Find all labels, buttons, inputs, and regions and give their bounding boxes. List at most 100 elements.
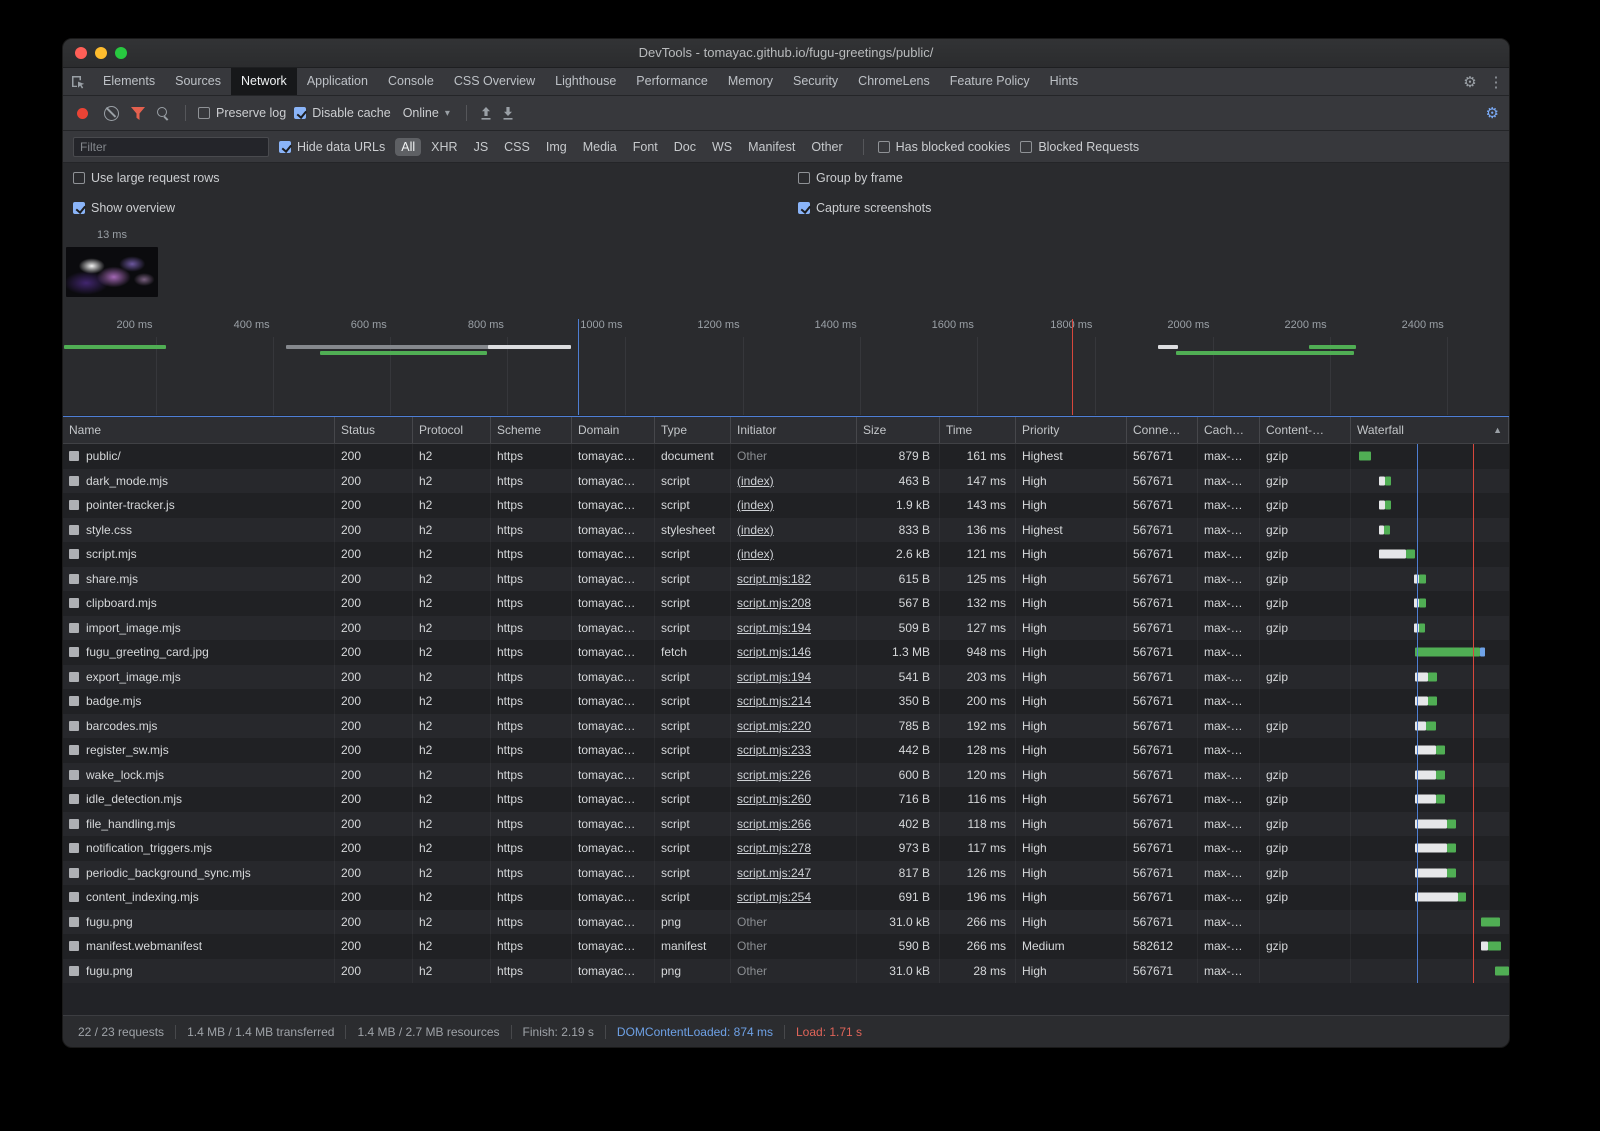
- initiator-link[interactable]: script.mjs:146: [737, 645, 812, 659]
- filter-type-all[interactable]: All: [395, 137, 422, 156]
- request-row-script-mjs[interactable]: script.mjs 200 h2 https tomayac… script (index…: [63, 542, 1509, 567]
- minimize-button[interactable]: [95, 47, 107, 59]
- throttling-select[interactable]: Online ▾: [399, 106, 454, 120]
- request-row-fugu-png[interactable]: fugu.png 200 h2 https tomayac… png Other 31.0 k…: [63, 958, 1509, 983]
- capture-screenshots-checkbox[interactable]: Capture screenshots: [798, 201, 1509, 215]
- request-row-file-handling-mjs[interactable]: file_handling.mjs 200 h2 https tomayac… scrip…: [63, 811, 1509, 836]
- column-header-conne[interactable]: Conne…: [1127, 417, 1198, 443]
- network-settings-gear-icon[interactable]: ⚙: [1485, 104, 1499, 122]
- use-large-request-rows-checkbox[interactable]: Use large request rows: [73, 171, 798, 185]
- tab-sources[interactable]: Sources: [175, 74, 221, 88]
- column-header-name[interactable]: Name: [63, 417, 335, 443]
- initiator-link[interactable]: script.mjs:247: [737, 865, 812, 880]
- initiator-link[interactable]: script.mjs:220: [737, 718, 812, 733]
- filter-type-ws[interactable]: WS: [712, 139, 733, 154]
- initiator-link[interactable]: (index): [737, 522, 774, 537]
- request-row-manifest-webmanifest[interactable]: manifest.webmanifest 200 h2 https tomayac… ma…: [63, 934, 1509, 959]
- filter-type-css[interactable]: CSS: [504, 139, 530, 154]
- request-row-import-image-mjs[interactable]: import_image.mjs 200 h2 https tomayac… script…: [63, 615, 1509, 640]
- request-row-dark-mode-mjs[interactable]: dark_mode.mjs 200 h2 https tomayac… script (in…: [63, 468, 1509, 493]
- show-overview-checkbox[interactable]: Show overview: [73, 201, 798, 215]
- request-row-wake-lock-mjs[interactable]: wake_lock.mjs 200 h2 https tomayac… script scr…: [63, 762, 1509, 787]
- tab-elements[interactable]: Elements: [103, 74, 156, 88]
- initiator-link[interactable]: script.mjs:233: [737, 743, 812, 757]
- tab-chromelens[interactable]: ChromeLens: [858, 74, 930, 88]
- filter-funnel-icon[interactable]: [131, 106, 145, 120]
- initiator-link[interactable]: script.mjs:226: [737, 767, 812, 782]
- record-network-log-icon[interactable]: [77, 107, 88, 119]
- tab-memory[interactable]: Memory: [727, 74, 774, 88]
- column-header-waterfall[interactable]: Waterfall ▲: [1351, 417, 1509, 443]
- tab-network[interactable]: Network: [230, 68, 297, 95]
- initiator-link[interactable]: (index): [737, 547, 774, 561]
- export-har-icon[interactable]: [501, 106, 515, 121]
- tab-lighthouse[interactable]: Lighthouse: [555, 74, 617, 88]
- request-row-idle-detection-mjs[interactable]: idle_detection.mjs 200 h2 https tomayac… scri…: [63, 787, 1509, 812]
- initiator-link[interactable]: script.mjs:278: [737, 841, 812, 855]
- close-button[interactable]: [75, 47, 87, 59]
- request-row-notification-triggers-mjs[interactable]: notification_triggers.mjs 200 h2 https tomay…: [63, 836, 1509, 861]
- column-header-priority[interactable]: Priority: [1016, 417, 1127, 443]
- initiator-link[interactable]: (index): [737, 473, 774, 488]
- filter-type-font[interactable]: Font: [632, 139, 658, 154]
- filter-type-media[interactable]: Media: [582, 139, 617, 154]
- initiator-link[interactable]: script.mjs:182: [737, 571, 812, 586]
- request-row-public[interactable]: public/200 h2 https tomayac… document Other 87…: [63, 444, 1509, 469]
- tab-feature-policy[interactable]: Feature Policy: [949, 74, 1030, 88]
- network-overview-pane[interactable]: 200 ms 400 ms 600 ms 800 ms 1000 ms 1200 ms 14…: [63, 313, 1509, 416]
- filter-input[interactable]: [73, 136, 269, 157]
- request-row-fugu-greeting-card-jpg[interactable]: fugu_greeting_card.jpg 200 h2 https tomayac……: [63, 640, 1509, 665]
- column-header-content[interactable]: Content-…: [1260, 417, 1351, 443]
- zoom-button[interactable]: [115, 47, 127, 59]
- initiator-link[interactable]: script.mjs:194: [737, 620, 812, 635]
- column-header-domain[interactable]: Domain: [572, 417, 655, 443]
- filter-type-manifest[interactable]: Manifest: [748, 139, 796, 154]
- disable-cache-checkbox[interactable]: Disable cache: [294, 106, 391, 120]
- request-row-export-image-mjs[interactable]: export_image.mjs 200 h2 https tomayac… script…: [63, 664, 1509, 689]
- initiator-link[interactable]: script.mjs:260: [737, 792, 812, 806]
- column-header-time[interactable]: Time: [940, 417, 1016, 443]
- filter-type-other[interactable]: Other: [811, 139, 843, 154]
- hide-data-urls-checkbox[interactable]: Hide data URLs: [279, 140, 385, 154]
- filter-type-js[interactable]: JS: [473, 139, 489, 154]
- import-har-icon[interactable]: [479, 106, 493, 121]
- request-row-periodic-background-sync-mjs[interactable]: periodic_background_sync.mjs 200 h2 https to…: [63, 860, 1509, 885]
- has-blocked-cookies-checkbox[interactable]: Has blocked cookies: [877, 140, 1010, 154]
- request-row-pointer-tracker-js[interactable]: pointer-tracker.js 200 h2 https tomayac… scri…: [63, 493, 1509, 518]
- filter-type-doc[interactable]: Doc: [673, 139, 696, 154]
- request-row-content-indexing-mjs[interactable]: content_indexing.mjs 200 h2 https tomayac… sc…: [63, 885, 1509, 910]
- column-header-scheme[interactable]: Scheme: [491, 417, 572, 443]
- column-header-type[interactable]: Type: [655, 417, 731, 443]
- settings-gear-icon[interactable]: ⚙: [1463, 73, 1477, 91]
- request-row-share-mjs[interactable]: share.mjs 200 h2 https tomayac… script script.…: [63, 566, 1509, 591]
- request-row-style-css[interactable]: style.css 200 h2 https tomayac… stylesheet (in…: [63, 517, 1509, 542]
- tab-application[interactable]: Application: [306, 74, 368, 88]
- filter-type-xhr[interactable]: XHR: [431, 139, 458, 154]
- request-row-clipboard-mjs[interactable]: clipboard.mjs 200 h2 https tomayac… script scr…: [63, 591, 1509, 616]
- tab-hints[interactable]: Hints: [1049, 74, 1079, 88]
- blocked-requests-checkbox[interactable]: Blocked Requests: [1020, 140, 1139, 154]
- tab-security[interactable]: Security: [793, 74, 839, 88]
- column-header-cach[interactable]: Cach…: [1198, 417, 1260, 443]
- kebab-menu-icon[interactable]: ⋮: [1488, 73, 1504, 91]
- initiator-link[interactable]: script.mjs:214: [737, 694, 812, 708]
- inspect-element-icon[interactable]: [63, 68, 93, 95]
- search-icon[interactable]: [157, 107, 167, 117]
- overview-waterfall[interactable]: [63, 337, 1509, 415]
- column-header-status[interactable]: Status: [335, 417, 413, 443]
- request-row-fugu-png[interactable]: fugu.png 200 h2 https tomayac… png Other 31.0 k…: [63, 909, 1509, 934]
- screenshot-thumbnail[interactable]: [66, 247, 158, 297]
- preserve-log-checkbox[interactable]: Preserve log: [198, 106, 286, 120]
- column-header-initiator[interactable]: Initiator: [731, 417, 857, 443]
- tab-performance[interactable]: Performance: [636, 74, 708, 88]
- group-by-frame-checkbox[interactable]: Group by frame: [798, 171, 1509, 185]
- filter-type-img[interactable]: Img: [545, 139, 567, 154]
- initiator-link[interactable]: script.mjs:194: [737, 669, 812, 684]
- column-header-protocol[interactable]: Protocol: [413, 417, 491, 443]
- initiator-link[interactable]: script.mjs:266: [737, 816, 812, 831]
- tab-css-overview[interactable]: CSS Overview: [453, 74, 536, 88]
- request-row-badge-mjs[interactable]: badge.mjs 200 h2 https tomayac… script script.…: [63, 689, 1509, 714]
- initiator-link[interactable]: script.mjs:208: [737, 596, 812, 610]
- initiator-link[interactable]: script.mjs:254: [737, 890, 812, 904]
- request-row-register-sw-mjs[interactable]: register_sw.mjs 200 h2 https tomayac… script s…: [63, 738, 1509, 763]
